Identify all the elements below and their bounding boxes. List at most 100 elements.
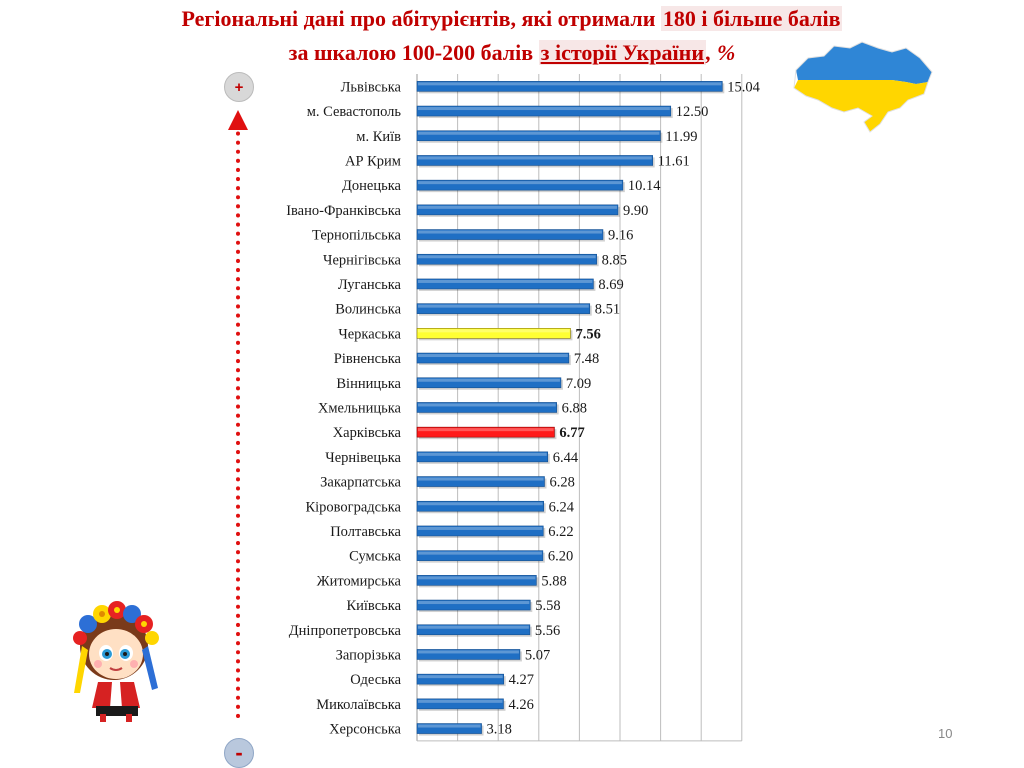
- bar-20: [416, 575, 537, 586]
- category-label-6: Тернопільська: [312, 228, 402, 244]
- category-label-0: Львівська: [341, 79, 402, 95]
- category-label-2: м. Київ: [356, 129, 401, 145]
- value-label-17: 6.24: [549, 499, 575, 515]
- bar-gloss: [418, 378, 560, 382]
- ukraine-map-icon: [793, 41, 933, 133]
- bar-gloss: [418, 156, 652, 160]
- bar-1: [416, 105, 672, 117]
- title-scale: за шкалою 100-200 балів: [288, 40, 539, 65]
- bar-gloss: [418, 428, 554, 432]
- bar-gloss: [418, 181, 622, 185]
- bar-23: [416, 649, 521, 660]
- value-label-26: 3.18: [487, 722, 512, 738]
- bar-gloss: [418, 675, 503, 679]
- bar-0: [416, 81, 723, 92]
- category-label-24: Одеська: [350, 672, 401, 688]
- value-label-6: 9.16: [608, 228, 633, 244]
- category-label-1: м. Севастополь: [307, 104, 402, 120]
- bar-gloss: [418, 304, 589, 308]
- bar-26: [416, 723, 482, 734]
- bar-18: [416, 525, 544, 537]
- title-prefix: Регіональні дані про абітурієнтів, які о…: [181, 6, 661, 31]
- value-label-20: 5.88: [541, 573, 566, 589]
- value-label-12: 7.09: [566, 376, 591, 392]
- bar-16: [416, 476, 545, 487]
- bar-6: [416, 229, 604, 240]
- category-label-7: Чернігівська: [323, 252, 402, 268]
- value-label-3: 11.61: [658, 153, 690, 169]
- value-label-15: 6.44: [553, 450, 579, 466]
- bar-gloss: [418, 230, 602, 234]
- category-label-20: Житомирська: [317, 573, 402, 589]
- value-label-4: 10.14: [628, 178, 661, 194]
- category-label-4: Донецька: [342, 178, 402, 194]
- value-label-0: 15.04: [727, 79, 760, 95]
- value-label-24: 4.27: [509, 672, 534, 688]
- bar-gloss: [418, 131, 660, 135]
- bar-gloss: [418, 650, 519, 654]
- category-label-13: Хмельницька: [318, 400, 402, 416]
- category-label-3: АР Крим: [345, 153, 401, 169]
- plus-badge: +: [224, 72, 254, 102]
- bar-gloss: [418, 107, 670, 111]
- bar-gloss: [418, 279, 593, 283]
- value-label-14: 6.77: [559, 425, 584, 441]
- bar-gloss: [418, 699, 503, 703]
- bar-24: [416, 673, 504, 685]
- girl-in-wreath-icon: [73, 601, 159, 722]
- title-subject: з історії України: [538, 40, 707, 65]
- bar-gloss: [418, 82, 722, 86]
- bar-7: [416, 253, 597, 265]
- bar-gloss: [418, 452, 547, 456]
- bar-gloss: [418, 724, 481, 728]
- category-label-12: Вінницька: [336, 376, 401, 392]
- value-label-10: 7.56: [575, 326, 600, 342]
- value-label-11: 7.48: [574, 351, 599, 367]
- category-label-10: Черкаська: [338, 326, 401, 342]
- value-label-13: 6.88: [562, 400, 587, 416]
- bar-gloss: [418, 526, 543, 530]
- bar-gloss: [418, 551, 542, 555]
- up-arrow-dotted-icon: [228, 110, 248, 130]
- bar-13: [416, 402, 557, 413]
- category-label-26: Херсонська: [329, 722, 401, 738]
- chart-bars: [416, 81, 725, 736]
- page-number: 10: [938, 726, 953, 741]
- bar-22: [416, 624, 531, 636]
- bar-gloss: [418, 625, 529, 629]
- category-label-8: Луганська: [338, 277, 402, 293]
- category-labels: Львівська м. Севастополь м. Київ АР Крим Дон…: [286, 79, 401, 737]
- title-highlight: 180 і більше балів: [660, 6, 843, 31]
- category-label-14: Харківська: [333, 425, 402, 441]
- bar-17: [416, 500, 544, 512]
- bar-12: [416, 377, 562, 389]
- value-label-19: 6.20: [548, 549, 573, 565]
- category-label-16: Закарпатська: [320, 475, 401, 491]
- bar-5: [416, 204, 619, 216]
- bar-gloss: [418, 502, 543, 506]
- value-labels: 15.04 12.50 11.99 11.61 10.14 9.90 9.16 8.85 8.6…: [487, 79, 761, 737]
- slide-title-line-1: Регіональні дані про абітурієнтів, які о…: [0, 4, 1024, 34]
- bar-gloss: [418, 205, 617, 209]
- value-label-1: 12.50: [676, 104, 709, 120]
- bar-gloss: [418, 329, 570, 333]
- bar-21: [416, 599, 531, 611]
- bar-8: [416, 278, 594, 290]
- category-label-23: Запорізька: [336, 647, 402, 663]
- bar-2: [416, 130, 661, 142]
- category-label-11: Рівненська: [334, 351, 402, 367]
- value-label-18: 6.22: [548, 524, 573, 540]
- category-label-5: Івано-Франківська: [286, 203, 401, 219]
- category-label-15: Чернівецька: [325, 450, 401, 466]
- category-label-17: Кіровоградська: [305, 499, 401, 515]
- bar-4: [416, 179, 624, 191]
- value-label-25: 4.26: [508, 697, 533, 713]
- slide-title-line-2: за шкалою 100-200 балів з історії Україн…: [0, 38, 1024, 68]
- bar-gloss: [418, 354, 568, 358]
- category-label-21: Київська: [346, 598, 401, 614]
- value-label-5: 9.90: [623, 203, 648, 219]
- value-label-7: 8.85: [602, 252, 627, 268]
- bar-gloss: [418, 255, 596, 259]
- value-label-8: 8.69: [598, 277, 623, 293]
